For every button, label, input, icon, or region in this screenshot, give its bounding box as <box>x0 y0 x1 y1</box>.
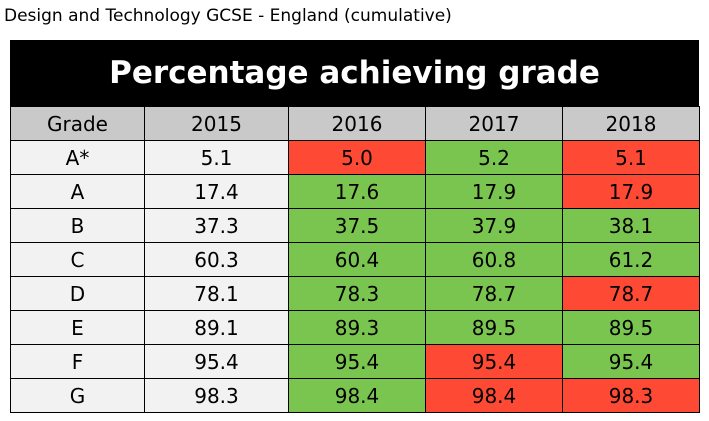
grade-label-cell: D <box>10 276 145 311</box>
column-header-grade: Grade <box>10 106 145 141</box>
value-cell-2016: 37.5 <box>288 208 426 243</box>
table-title-banner: Percentage achieving grade <box>109 55 600 91</box>
value-cell-2015: 78.1 <box>144 276 289 311</box>
value-cell-2017: 95.4 <box>425 344 563 379</box>
grade-label-cell: C <box>10 242 145 277</box>
value-cell-2017: 17.9 <box>425 174 563 209</box>
table-row: B 37.3 37.5 37.9 38.1 <box>10 208 700 243</box>
column-header-2016: 2016 <box>288 106 426 141</box>
table-row: F 95.4 95.4 95.4 95.4 <box>10 344 700 379</box>
table-body: A* 5.1 5.0 5.2 5.1 A 17.4 17.6 17.9 17.9 B 37.3 37.5… <box>10 140 700 413</box>
grade-table: Grade 2015 2016 2017 2018 A* 5.1 5.0 5.2 5.1… <box>10 106 700 413</box>
value-cell-2016: 89.3 <box>288 310 426 345</box>
value-cell-2017: 5.2 <box>425 140 563 175</box>
value-cell-2015: 37.3 <box>144 208 289 243</box>
grade-label-cell: E <box>10 310 145 345</box>
header-row: Grade 2015 2016 2017 2018 <box>10 106 700 141</box>
grade-label-cell: G <box>10 378 145 413</box>
value-cell-2018: 38.1 <box>562 208 700 243</box>
value-cell-2018: 98.3 <box>562 378 700 413</box>
value-cell-2017: 37.9 <box>425 208 563 243</box>
value-cell-2015: 60.3 <box>144 242 289 277</box>
column-header-2018: 2018 <box>562 106 700 141</box>
page-caption: Design and Technology GCSE - England (cu… <box>4 6 452 26</box>
table-row: G 98.3 98.4 98.4 98.3 <box>10 378 700 413</box>
value-cell-2016: 98.4 <box>288 378 426 413</box>
value-cell-2018: 78.7 <box>562 276 700 311</box>
grade-label-cell: A* <box>10 140 145 175</box>
table-row: A 17.4 17.6 17.9 17.9 <box>10 174 700 209</box>
value-cell-2018: 61.2 <box>562 242 700 277</box>
column-header-2017: 2017 <box>425 106 563 141</box>
value-cell-2018: 17.9 <box>562 174 700 209</box>
value-cell-2016: 95.4 <box>288 344 426 379</box>
value-cell-2016: 60.4 <box>288 242 426 277</box>
value-cell-2017: 89.5 <box>425 310 563 345</box>
value-cell-2017: 60.8 <box>425 242 563 277</box>
value-cell-2018: 95.4 <box>562 344 700 379</box>
table-row: E 89.1 89.3 89.5 89.5 <box>10 310 700 345</box>
column-header-2015: 2015 <box>144 106 289 141</box>
value-cell-2018: 89.5 <box>562 310 700 345</box>
value-cell-2015: 98.3 <box>144 378 289 413</box>
table-row: D 78.1 78.3 78.7 78.7 <box>10 276 700 311</box>
value-cell-2018: 5.1 <box>562 140 700 175</box>
table-row: A* 5.1 5.0 5.2 5.1 <box>10 140 700 175</box>
value-cell-2017: 98.4 <box>425 378 563 413</box>
value-cell-2016: 78.3 <box>288 276 426 311</box>
value-cell-2015: 89.1 <box>144 310 289 345</box>
value-cell-2015: 95.4 <box>144 344 289 379</box>
value-cell-2016: 17.6 <box>288 174 426 209</box>
value-cell-2016: 5.0 <box>288 140 426 175</box>
grade-label-cell: A <box>10 174 145 209</box>
value-cell-2017: 78.7 <box>425 276 563 311</box>
grade-label-cell: B <box>10 208 145 243</box>
value-cell-2015: 17.4 <box>144 174 289 209</box>
grade-label-cell: F <box>10 344 145 379</box>
value-cell-2015: 5.1 <box>144 140 289 175</box>
table-row: C 60.3 60.4 60.8 61.2 <box>10 242 700 277</box>
